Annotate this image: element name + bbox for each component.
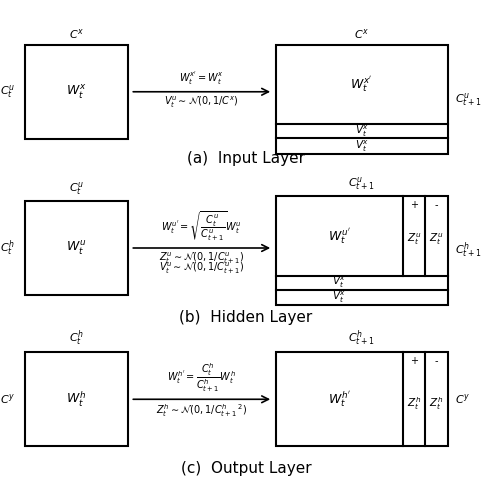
Text: $C^u_t$: $C^u_t$ [69, 180, 84, 197]
Text: $C^y$: $C^y$ [0, 392, 15, 406]
Text: $C^h_t$: $C^h_t$ [0, 238, 15, 258]
Text: (b)  Hidden Layer: (b) Hidden Layer [180, 310, 312, 325]
Text: $W^{h'}_t = \dfrac{C^h_t}{C^h_{t+1}}W^h_t$: $W^{h'}_t = \dfrac{C^h_t}{C^h_{t+1}}W^h_… [167, 362, 236, 394]
Text: $W^{u'}_t$: $W^{u'}_t$ [328, 226, 351, 246]
Text: $V^x_t$: $V^x_t$ [332, 290, 346, 305]
FancyBboxPatch shape [25, 45, 128, 139]
Text: $Z^u_t$: $Z^u_t$ [430, 232, 444, 248]
Text: $C^x$: $C^x$ [354, 27, 369, 41]
Text: $Z^h_t \sim \mathcal{N}(0, 1/{C^h_{t+1}}^{\,2})$: $Z^h_t \sim \mathcal{N}(0, 1/{C^h_{t+1}}… [156, 402, 247, 419]
Text: $C^u_{t+1}$: $C^u_{t+1}$ [455, 91, 482, 108]
Text: $Z^u_t \sim \mathcal{N}(0, 1/C^u_{t+1})$: $Z^u_t \sim \mathcal{N}(0, 1/C^u_{t+1})$ [159, 250, 245, 266]
FancyBboxPatch shape [25, 201, 128, 295]
Text: $V^u_t \sim \mathcal{N}(0, 1/C^x)$: $V^u_t \sim \mathcal{N}(0, 1/C^x)$ [164, 94, 239, 110]
Text: $C^x$: $C^x$ [69, 27, 84, 41]
Text: $W^{u'}_t = \sqrt{\dfrac{C^u_t}{C^u_{t+1}}}W^u_t$: $W^{u'}_t = \sqrt{\dfrac{C^u_t}{C^u_{t+1… [161, 210, 242, 243]
Text: (c)  Output Layer: (c) Output Layer [181, 461, 311, 476]
Text: $Z^h_t$: $Z^h_t$ [407, 396, 421, 412]
Text: $W^u_t$: $W^u_t$ [66, 239, 87, 257]
Text: $C^u_{t+1}$: $C^u_{t+1}$ [348, 175, 375, 192]
Text: $Z^u_t$: $Z^u_t$ [407, 232, 421, 248]
FancyBboxPatch shape [276, 352, 448, 446]
Text: $V^x_t$: $V^x_t$ [355, 124, 369, 139]
Text: -: - [435, 200, 438, 210]
Text: $W^{x'}_t = W^x_t$: $W^{x'}_t = W^x_t$ [179, 69, 224, 87]
Text: $Z^h_t$: $Z^h_t$ [430, 396, 444, 412]
Text: $V^x_t$: $V^x_t$ [332, 275, 346, 290]
Text: (a)  Input Layer: (a) Input Layer [187, 151, 305, 166]
Text: $W^{x'}_t$: $W^{x'}_t$ [350, 74, 373, 94]
Text: $V^x_t$: $V^x_t$ [355, 138, 369, 154]
Text: +: + [410, 200, 418, 210]
Text: $C^h_{t+1}$: $C^h_{t+1}$ [455, 241, 482, 260]
Text: $C^h_t$: $C^h_t$ [69, 328, 84, 348]
Text: +: + [410, 356, 418, 366]
Text: $C^y$: $C^y$ [455, 392, 470, 406]
Text: $W^h_t$: $W^h_t$ [66, 389, 86, 409]
Text: $C^u_t$: $C^u_t$ [0, 83, 15, 100]
FancyBboxPatch shape [25, 352, 128, 446]
FancyBboxPatch shape [276, 196, 448, 305]
Text: $V^u_t \sim \mathcal{N}(0, 1/C^u_{t+1})$: $V^u_t \sim \mathcal{N}(0, 1/C^u_{t+1})$ [159, 260, 245, 276]
Text: $W^x_t$: $W^x_t$ [66, 83, 87, 101]
FancyBboxPatch shape [276, 45, 448, 154]
Text: $W^{h'}_t$: $W^{h'}_t$ [328, 389, 351, 409]
Text: -: - [435, 356, 438, 366]
Text: $C^h_{t+1}$: $C^h_{t+1}$ [348, 328, 375, 348]
